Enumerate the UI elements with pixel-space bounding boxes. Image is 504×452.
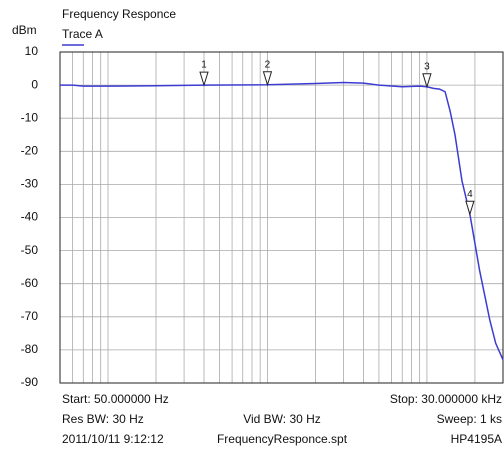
footer-text: Start: 50.000000 Hz <box>62 392 169 406</box>
footer-text: Res BW: 30 Hz <box>62 412 144 426</box>
footer-text: 2011/10/11 9:12:12 <box>62 432 164 446</box>
footer-text: Vid BW: 30 Hz <box>243 412 321 426</box>
marker-label: 3 <box>424 61 430 72</box>
y-tick-label: -80 <box>21 342 39 356</box>
y-tick-label: -50 <box>21 243 39 257</box>
marker <box>199 71 209 87</box>
y-tick-label: -70 <box>21 309 39 323</box>
y-tick-label: 10 <box>25 44 39 58</box>
footer-text: Sweep: 1 ks <box>437 412 502 426</box>
marker <box>262 71 273 87</box>
marker-label: 4 <box>467 189 473 200</box>
footer-text: Stop: 30.000000 kHz <box>390 392 502 406</box>
y-tick-label: 0 <box>31 77 38 91</box>
marker-label: 1 <box>201 60 207 71</box>
trace-line <box>60 81 504 361</box>
chart-title: Frequency Responce <box>62 7 176 21</box>
footer-text: HP4195A <box>451 432 502 446</box>
y-tick-label: -40 <box>21 210 39 224</box>
y-tick-label: -90 <box>21 375 39 389</box>
legend-label: Trace A <box>62 27 103 41</box>
y-tick-label: -10 <box>21 110 39 124</box>
footer-text: FrequencyResponce.spt <box>217 432 348 446</box>
y-axis-label: dBm <box>12 23 37 37</box>
y-tick-label: -20 <box>21 143 39 157</box>
y-tick-label: -60 <box>21 276 39 290</box>
marker <box>465 200 475 216</box>
marker-label: 2 <box>265 59 271 70</box>
plot-border <box>59 51 504 384</box>
marker <box>422 73 432 89</box>
y-tick-label: -30 <box>21 177 39 191</box>
